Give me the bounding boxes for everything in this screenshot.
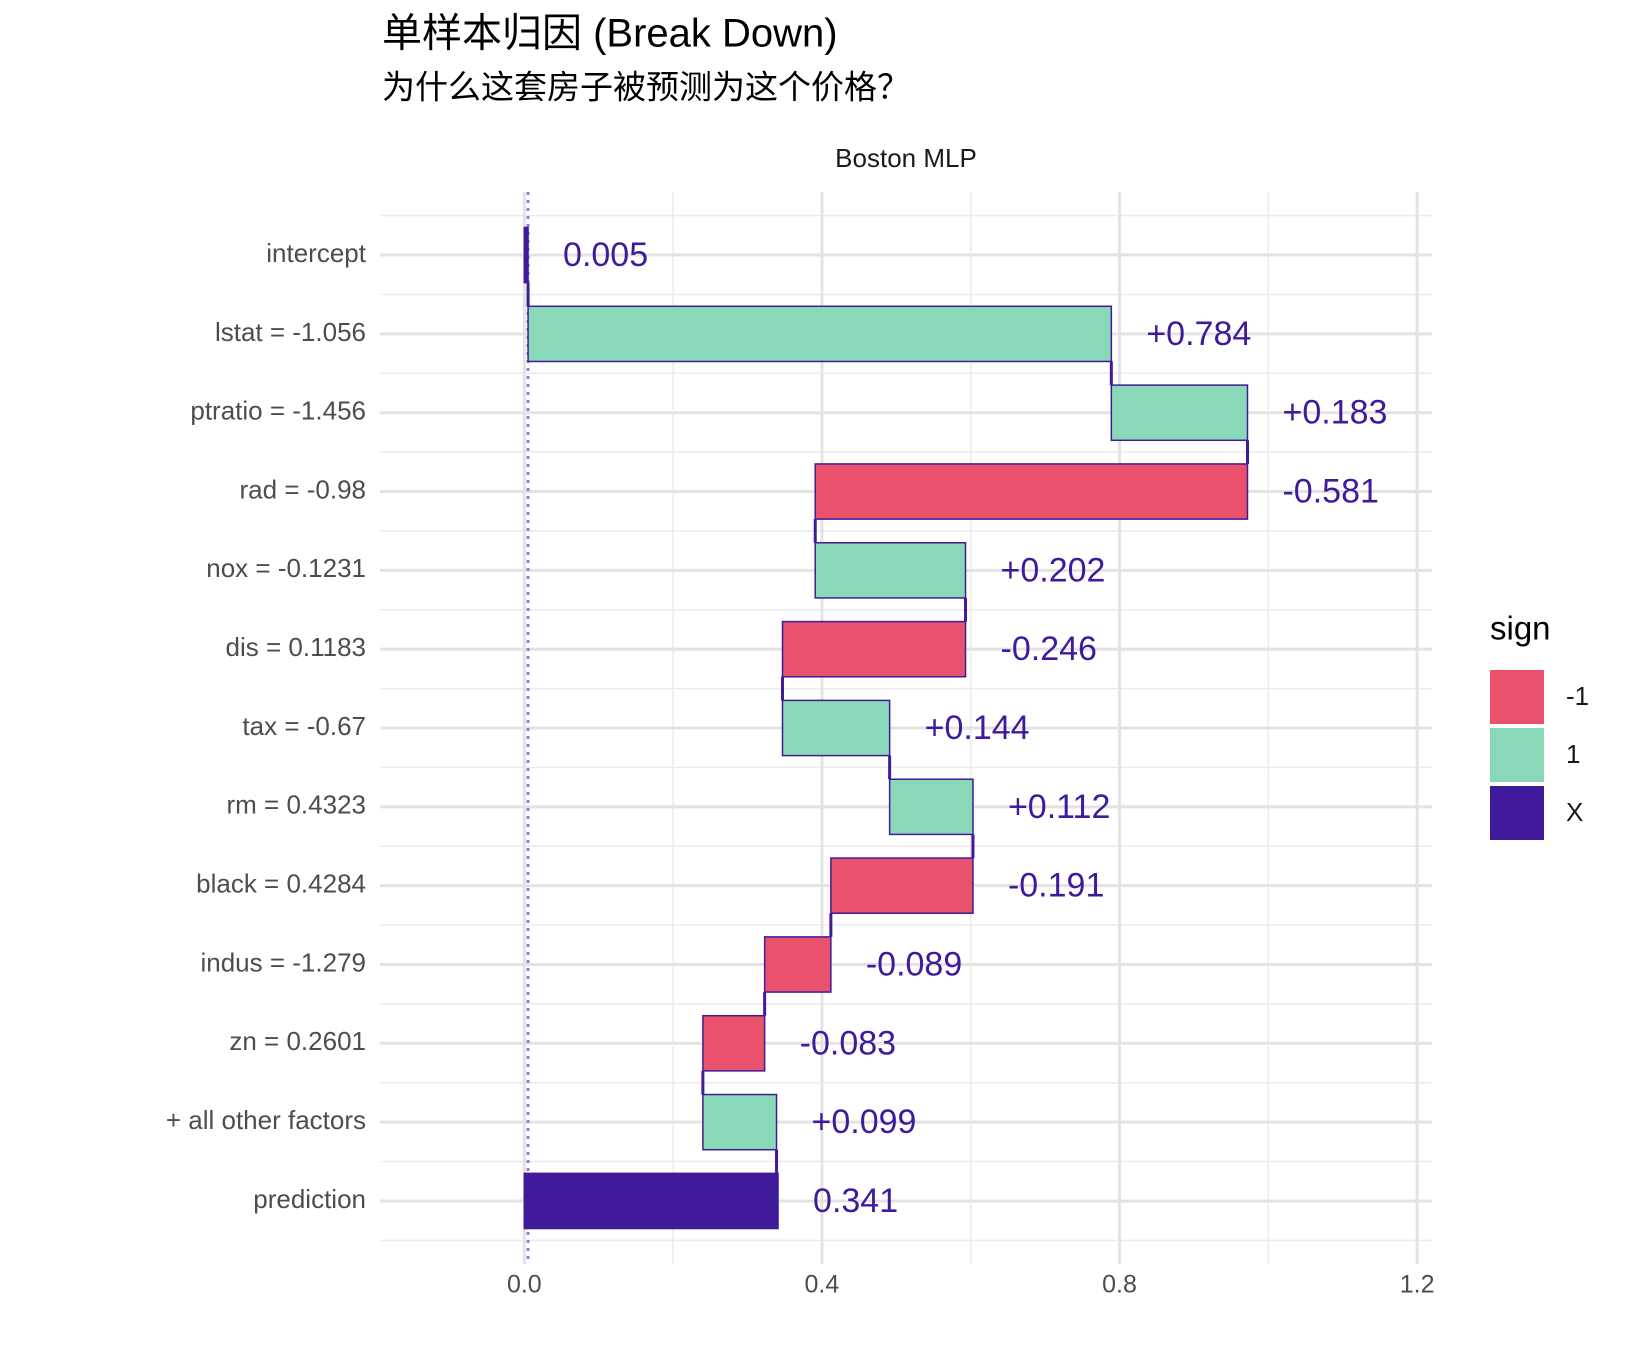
y-tick-label: ptratio = -1.456 bbox=[190, 396, 366, 426]
bar bbox=[888, 778, 974, 836]
y-tick-label: rm = 0.4323 bbox=[227, 790, 366, 820]
y-tick-label: nox = -0.1231 bbox=[206, 553, 366, 583]
bar bbox=[702, 1014, 766, 1072]
x-tick-label: 0.0 bbox=[507, 1271, 542, 1299]
legend-label: -1 bbox=[1566, 681, 1589, 711]
bar bbox=[1110, 384, 1249, 442]
bar bbox=[523, 226, 529, 284]
value-label: +0.099 bbox=[812, 1103, 917, 1141]
value-label: -0.581 bbox=[1282, 473, 1378, 511]
legend-title: sign bbox=[1490, 610, 1551, 647]
x-tick-label: 1.2 bbox=[1400, 1271, 1435, 1299]
value-label: -0.191 bbox=[1008, 867, 1104, 905]
legend-key bbox=[1490, 786, 1544, 840]
legend-key bbox=[1490, 670, 1544, 724]
chart-title: 单样本归因 (Break Down) bbox=[382, 12, 838, 56]
chart-subtitle: 为什么这套房子被预测为这个价格？ bbox=[382, 69, 910, 106]
y-tick-label: indus = -1.279 bbox=[200, 947, 366, 977]
legend-key bbox=[1490, 728, 1544, 782]
x-tick-label: 0.4 bbox=[805, 1271, 840, 1299]
value-label: +0.112 bbox=[1008, 788, 1110, 826]
value-label: +0.202 bbox=[1001, 551, 1106, 589]
bar bbox=[763, 936, 832, 993]
bar bbox=[702, 1093, 778, 1151]
bar bbox=[830, 857, 974, 914]
y-tick-label: intercept bbox=[266, 238, 366, 268]
value-label: -0.083 bbox=[800, 1024, 896, 1062]
y-tick-label: black = 0.4284 bbox=[196, 869, 366, 899]
y-tick-label: prediction bbox=[253, 1184, 366, 1214]
value-label: +0.784 bbox=[1146, 315, 1251, 353]
y-tick-label: + all other factors bbox=[166, 1105, 366, 1135]
bar bbox=[814, 542, 967, 599]
value-label: 0.341 bbox=[813, 1182, 898, 1220]
bar bbox=[781, 620, 967, 678]
legend-label: X bbox=[1566, 797, 1583, 827]
bar bbox=[814, 463, 1249, 520]
value-label: +0.183 bbox=[1282, 394, 1387, 432]
bar bbox=[527, 305, 1113, 363]
legend-label: 1 bbox=[1566, 739, 1580, 769]
bar bbox=[523, 1172, 779, 1230]
value-label: -0.089 bbox=[866, 945, 962, 983]
y-tick-label: rad = -0.98 bbox=[240, 474, 366, 504]
value-label: -0.246 bbox=[1001, 630, 1097, 668]
bar bbox=[781, 699, 891, 757]
value-label: 0.005 bbox=[563, 236, 648, 274]
y-tick-label: dis = 0.1183 bbox=[226, 632, 366, 662]
y-tick-label: lstat = -1.056 bbox=[215, 317, 366, 347]
x-tick-label: 0.8 bbox=[1102, 1271, 1137, 1299]
value-label: +0.144 bbox=[925, 709, 1030, 747]
y-tick-label: tax = -0.67 bbox=[242, 711, 366, 741]
y-tick-label: zn = 0.2601 bbox=[229, 1026, 366, 1056]
facet-label: Boston MLP bbox=[835, 143, 977, 173]
